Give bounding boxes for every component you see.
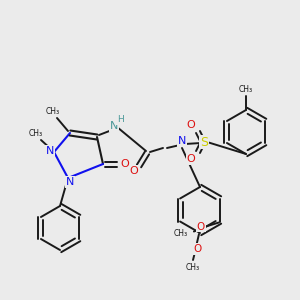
Text: O: O [187,120,195,130]
Text: CH₃: CH₃ [239,85,253,94]
Text: H: H [117,116,123,124]
Text: O: O [121,159,129,169]
Text: N: N [110,121,118,131]
Text: O: O [187,154,195,164]
Text: N: N [46,146,54,156]
Text: CH₃: CH₃ [46,106,60,116]
Text: O: O [194,244,202,254]
Text: S: S [200,136,208,148]
Text: N: N [178,136,186,146]
Text: O: O [130,166,138,176]
Text: N: N [66,177,74,187]
Text: O: O [197,221,205,232]
Text: CH₃: CH₃ [174,229,188,238]
Text: CH₃: CH₃ [29,128,43,137]
Text: CH₃: CH₃ [186,263,200,272]
